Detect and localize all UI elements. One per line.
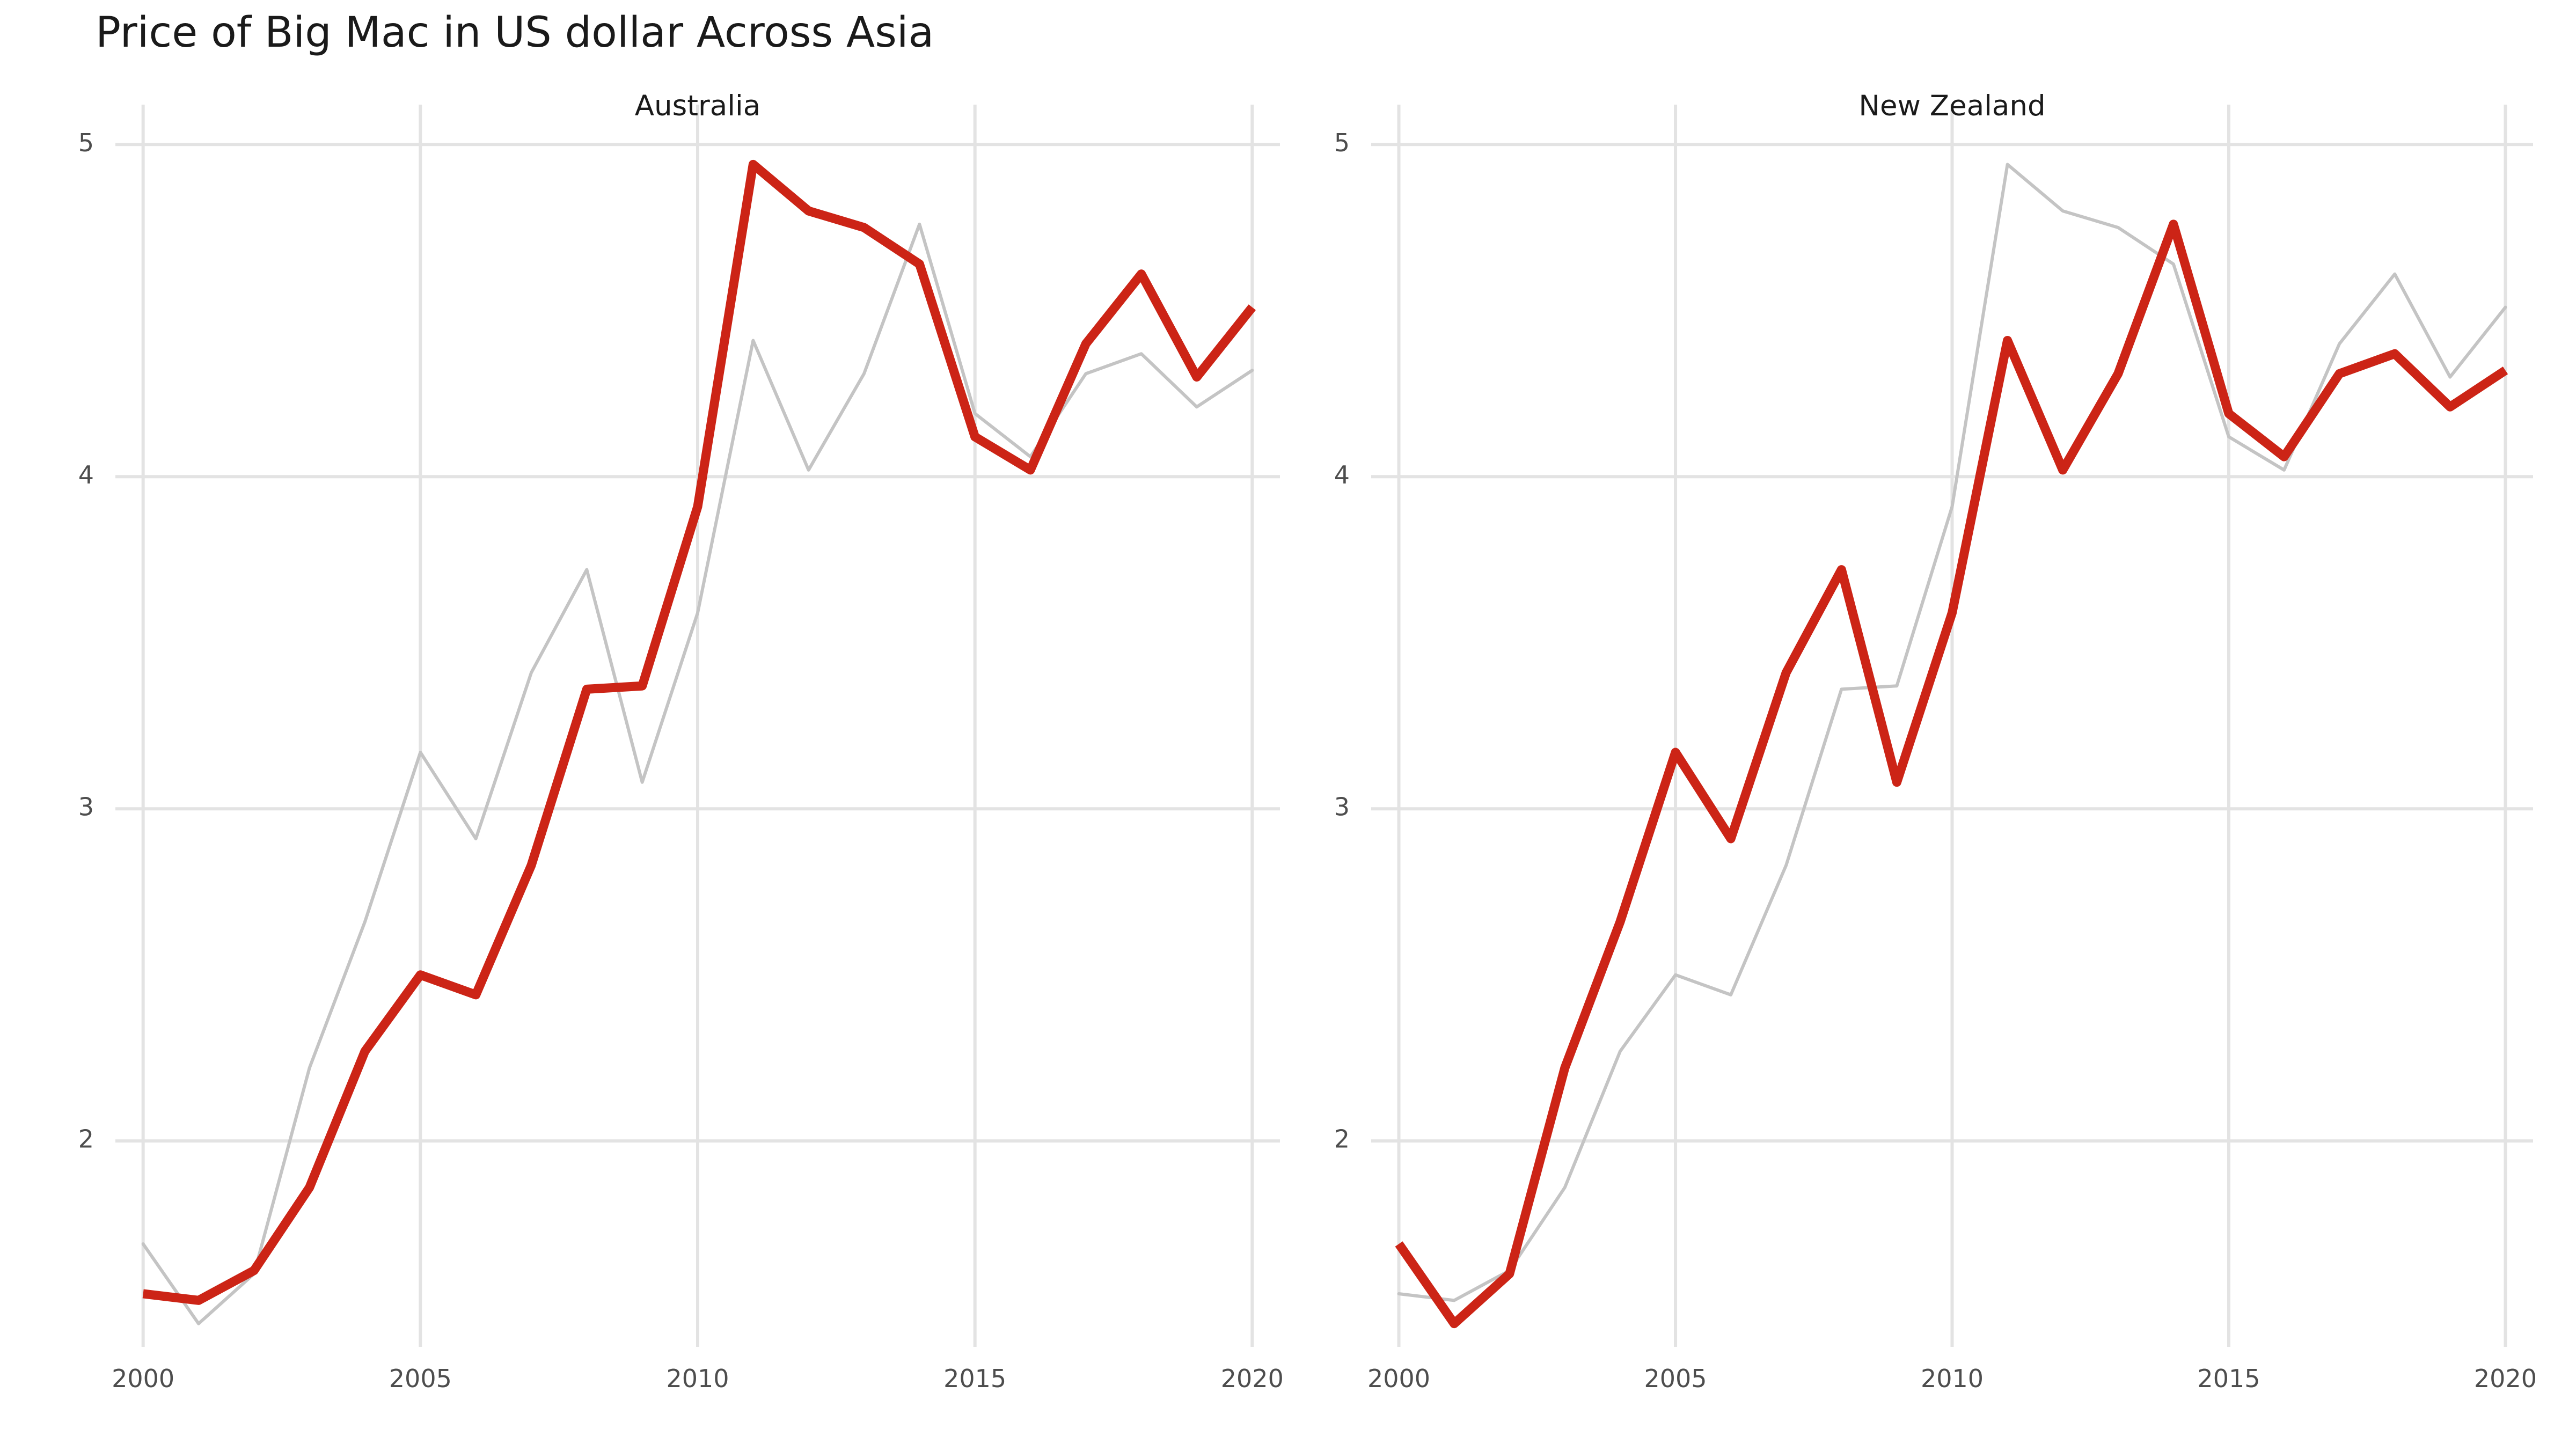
x-tick-label-2015: 2015 (2197, 1364, 2260, 1393)
x-tick-label-2010: 2010 (1921, 1364, 1984, 1393)
x-tick-label-2005: 2005 (1644, 1364, 1707, 1393)
highlight-series-line (142, 159, 1256, 1305)
x-tick-label-2000: 2000 (112, 1364, 174, 1393)
x-tick-label-2020: 2020 (2474, 1364, 2537, 1393)
highlight-series-line (1395, 219, 2508, 1329)
chart-title: Price of Big Mac in US dollar Across Asi… (96, 9, 934, 57)
x-tick-label-2020: 2020 (1221, 1364, 1284, 1393)
y-tick-label-3: 3 (78, 793, 94, 822)
x-tick-label-2010: 2010 (666, 1364, 729, 1393)
panel-new-zealand: 2 3 4 5 2000 2005 2010 2015 2020 New Zealand (1334, 90, 2537, 1393)
y-tick-label-4: 4 (78, 460, 94, 489)
x-tick-label-2015: 2015 (943, 1364, 1006, 1393)
panel-strip-label: Australia (635, 90, 760, 122)
panel-strip-label: New Zealand (1858, 90, 2045, 122)
y-tick-label-5: 5 (78, 128, 94, 157)
y-tick-label-2: 2 (78, 1125, 94, 1154)
x-tick-label-2005: 2005 (389, 1364, 452, 1393)
context-series-line (1397, 163, 2507, 1302)
y-tick-label-5: 5 (1334, 128, 1350, 157)
panel-australia: 2 3 4 5 2000 2005 2010 2015 2020 Australia (78, 90, 1284, 1393)
y-tick-label-4: 4 (1334, 460, 1350, 489)
y-tick-label-3: 3 (1334, 793, 1350, 822)
y-tick-label-2: 2 (1334, 1125, 1350, 1154)
x-tick-label-2000: 2000 (1367, 1364, 1430, 1393)
context-series-line (141, 222, 1254, 1325)
